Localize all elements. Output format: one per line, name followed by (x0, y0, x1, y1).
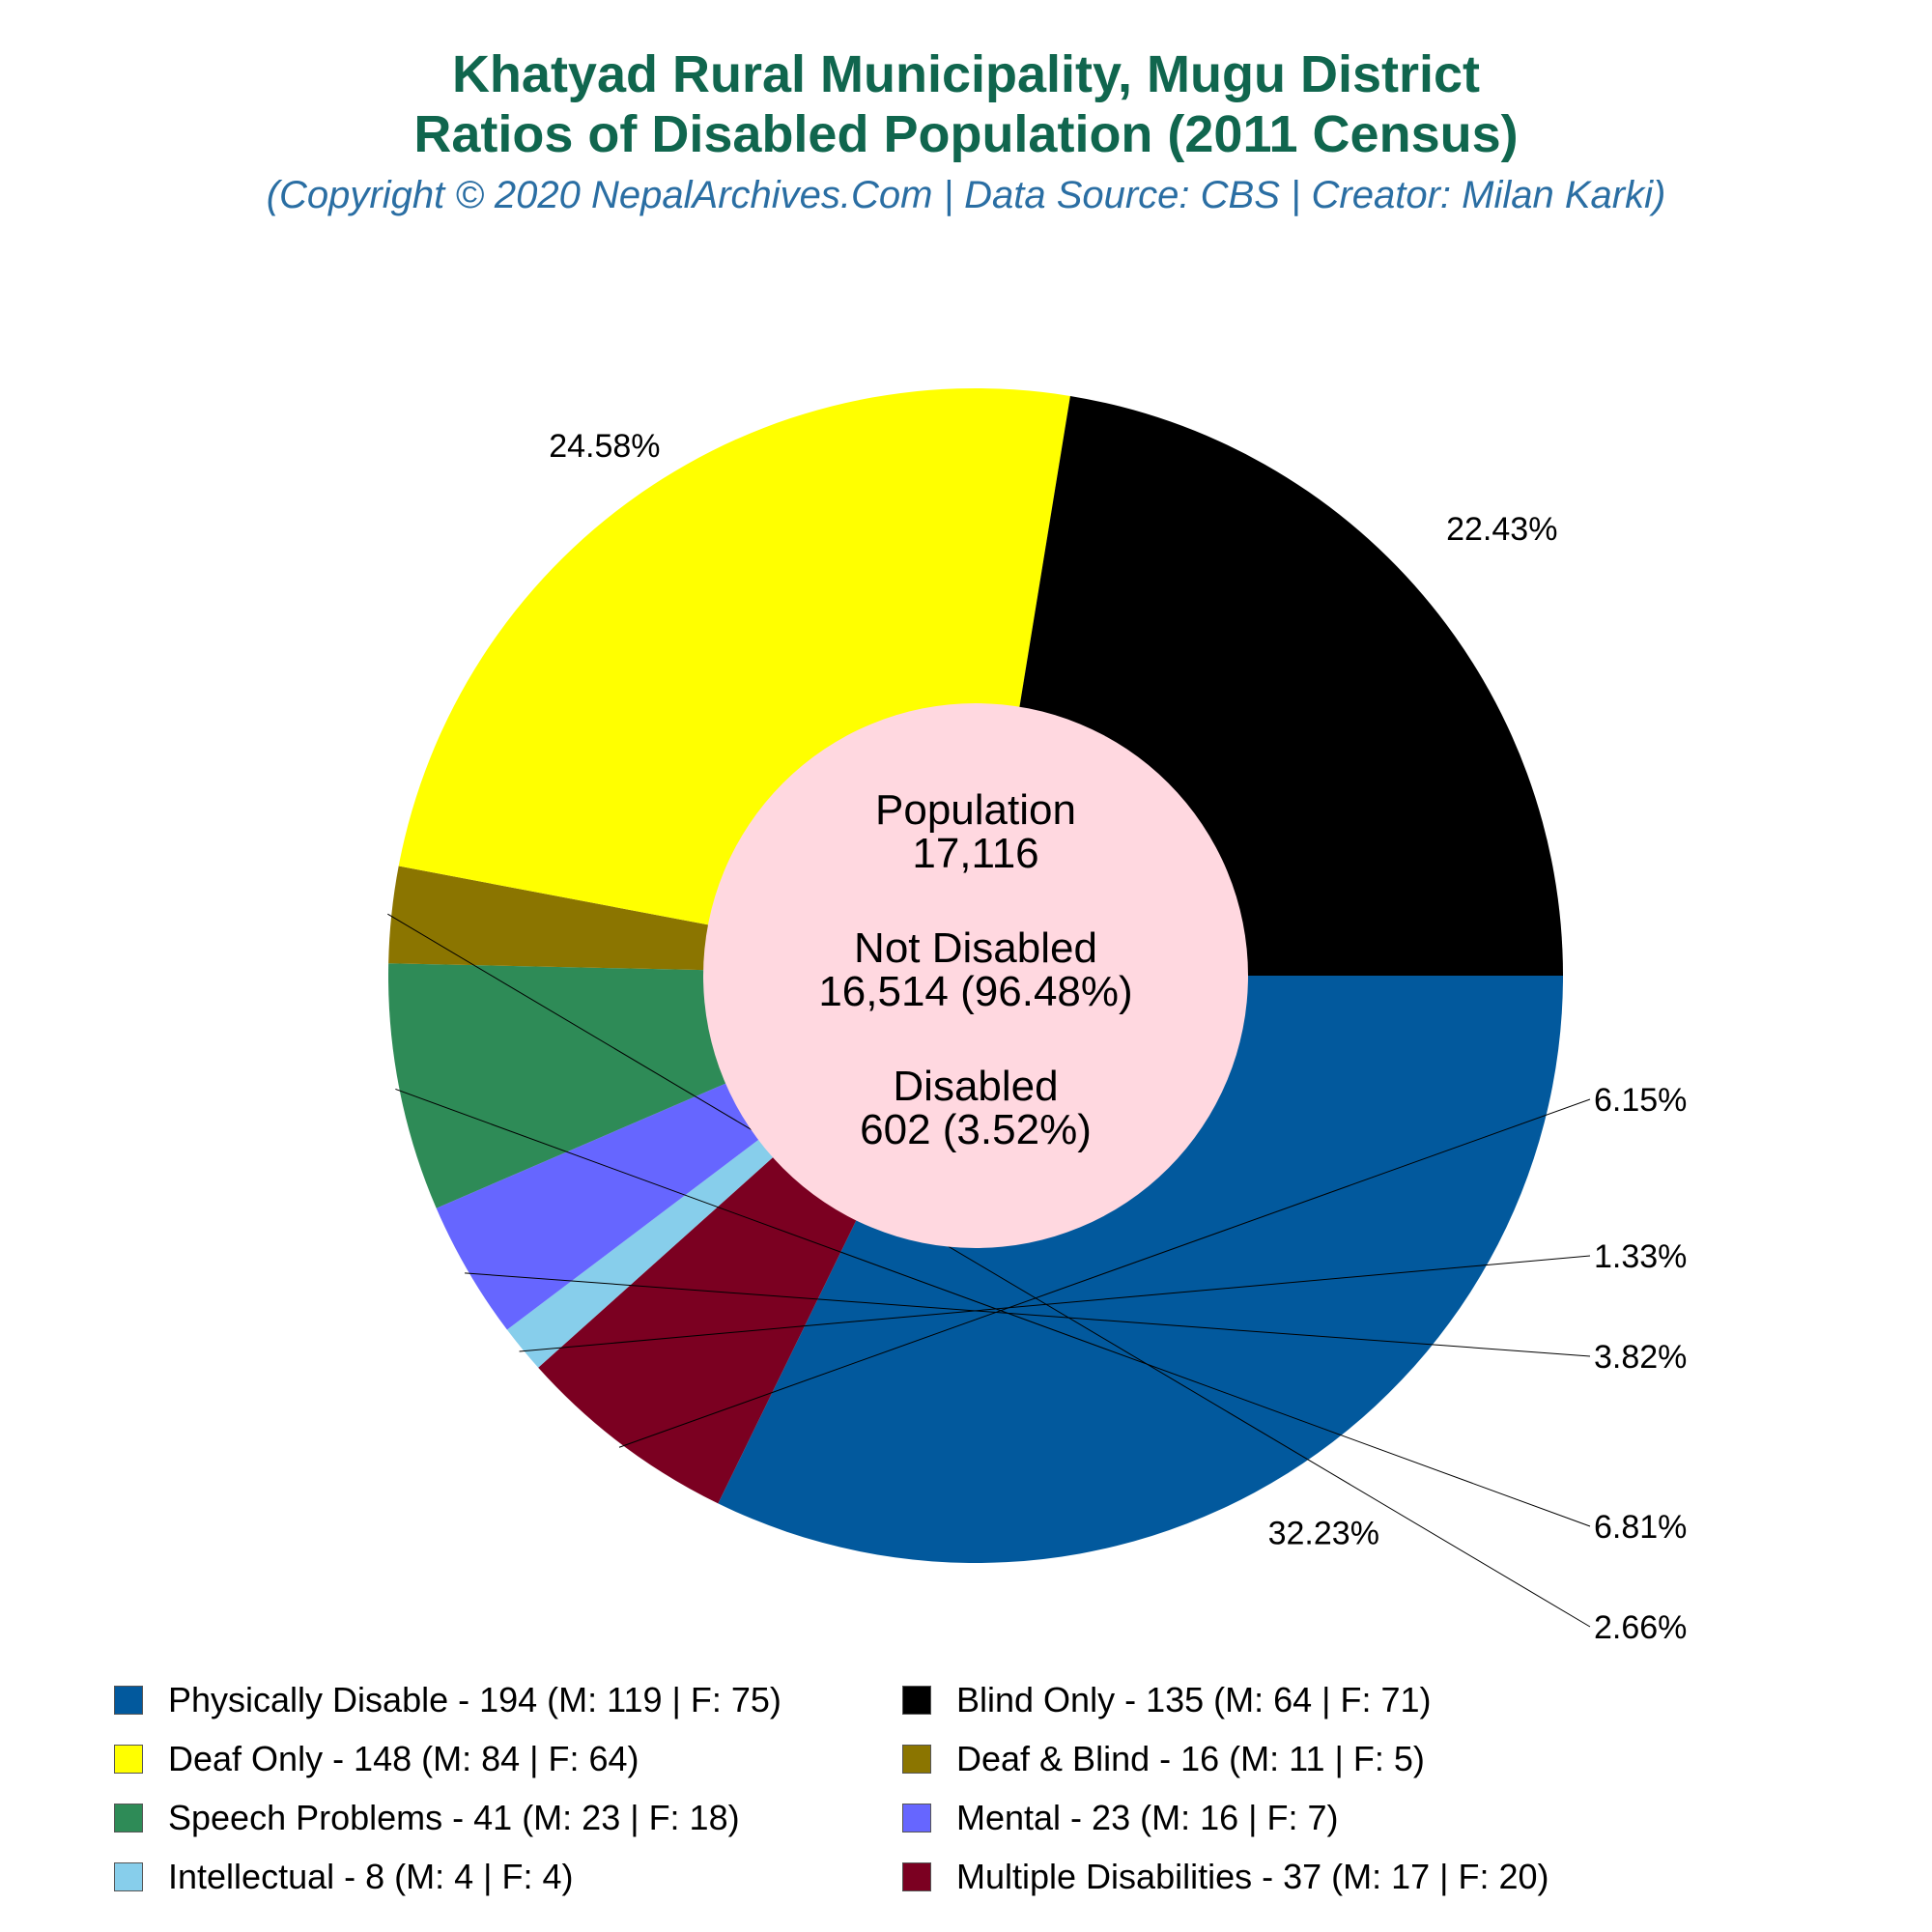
legend-item-blind-only: Blind Only - 135 (M: 64 | F: 71) (902, 1673, 1432, 1727)
legend-item-physically-disable: Physically Disable - 194 (M: 119 | F: 75… (114, 1673, 781, 1727)
percent-label-deaf-only: 24.58% (549, 428, 660, 465)
legend-item-intellectual: Intellectual - 8 (M: 4 | F: 4) (114, 1850, 573, 1904)
legend-label-intellectual: Intellectual - 8 (M: 4 | F: 4) (168, 1857, 574, 1896)
legend-label-speech-problems: Speech Problems - 41 (M: 23 | F: 18) (168, 1798, 740, 1837)
percent-labels-group: 32.23% 6.15% 1.33% 3.82% 6.81% 2.66% 24.58% 22.… (549, 428, 1687, 1646)
leader-line-intellectual (519, 1255, 1591, 1352)
leader-line-mental (465, 1272, 1591, 1357)
legend-label-blind-only: Blind Only - 135 (M: 64 | F: 71) (956, 1680, 1432, 1719)
chart-title-line-1: Khatyad Rural Municipality, Mugu Distric… (451, 45, 1481, 103)
leader-line-speech-problems (395, 1088, 1591, 1527)
legend-item-mental: Mental - 23 (M: 16 | F: 7) (902, 1791, 1338, 1845)
legend-label-physically-disable: Physically Disable - 194 (M: 119 | F: 75… (168, 1680, 781, 1719)
legend-swatch-deaf-and-blind (902, 1745, 931, 1774)
center-disabled-label: Disabled (893, 1063, 1058, 1110)
legend-label-deaf-only: Deaf Only - 148 (M: 84 | F: 64) (168, 1739, 639, 1778)
legend-item-deaf-only: Deaf Only - 148 (M: 84 | F: 64) (114, 1732, 639, 1786)
center-not-disabled-label: Not Disabled (854, 924, 1097, 972)
center-population-value: 17,116 (912, 830, 1038, 877)
legend-swatch-speech-problems (114, 1804, 143, 1833)
leader-line-deaf-and-blind (387, 913, 1591, 1628)
center-summary: Population 17,116 Not Disabled 16,514 (9… (818, 786, 1132, 1153)
legend-swatch-deaf-only (114, 1745, 143, 1774)
legend-item-multiple-disabilities: Multiple Disabilities - 37 (M: 17 | F: 2… (902, 1850, 1549, 1904)
chart-title-line-2: Ratios of Disabled Population (2011 Cens… (413, 105, 1519, 163)
chart-subtitle: (Copyright © 2020 NepalArchives.Com | Da… (266, 174, 1666, 216)
percent-label-blind-only: 22.43% (1446, 511, 1557, 548)
percent-label-intellectual: 1.33% (1594, 1238, 1687, 1275)
legend-label-mental: Mental - 23 (M: 16 | F: 7) (956, 1798, 1339, 1837)
percent-label-physically-disable: 32.23% (1268, 1516, 1379, 1552)
legend-label-multiple-disabilities: Multiple Disabilities - 37 (M: 17 | F: 2… (956, 1857, 1549, 1896)
center-population-label: Population (875, 786, 1076, 834)
percent-label-deaf-and-blind: 2.66% (1594, 1609, 1687, 1646)
percent-label-mental: 3.82% (1594, 1339, 1687, 1376)
legend-swatch-mental (902, 1804, 931, 1833)
legend-item-speech-problems: Speech Problems - 41 (M: 23 | F: 18) (114, 1791, 740, 1845)
percent-label-speech-problems: 6.81% (1594, 1509, 1687, 1546)
legend-label-deaf-and-blind: Deaf & Blind - 16 (M: 11 | F: 5) (956, 1739, 1425, 1778)
center-hole (703, 703, 1248, 1248)
legend-swatch-intellectual (114, 1862, 143, 1891)
center-not-disabled-value: 16,514 (96.48%) (818, 968, 1132, 1015)
legend-swatch-physically-disable (114, 1686, 143, 1715)
leader-lines-group (387, 913, 1591, 1628)
percent-label-multiple-disabilities: 6.15% (1594, 1082, 1687, 1119)
center-disabled-value: 602 (3.52%) (860, 1106, 1092, 1153)
leader-line-multiple-disabilities (618, 1098, 1591, 1448)
legend-swatch-blind-only (902, 1686, 931, 1715)
legend-swatch-multiple-disabilities (902, 1862, 931, 1891)
legend-item-deaf-and-blind: Deaf & Blind - 16 (M: 11 | F: 5) (902, 1732, 1425, 1786)
